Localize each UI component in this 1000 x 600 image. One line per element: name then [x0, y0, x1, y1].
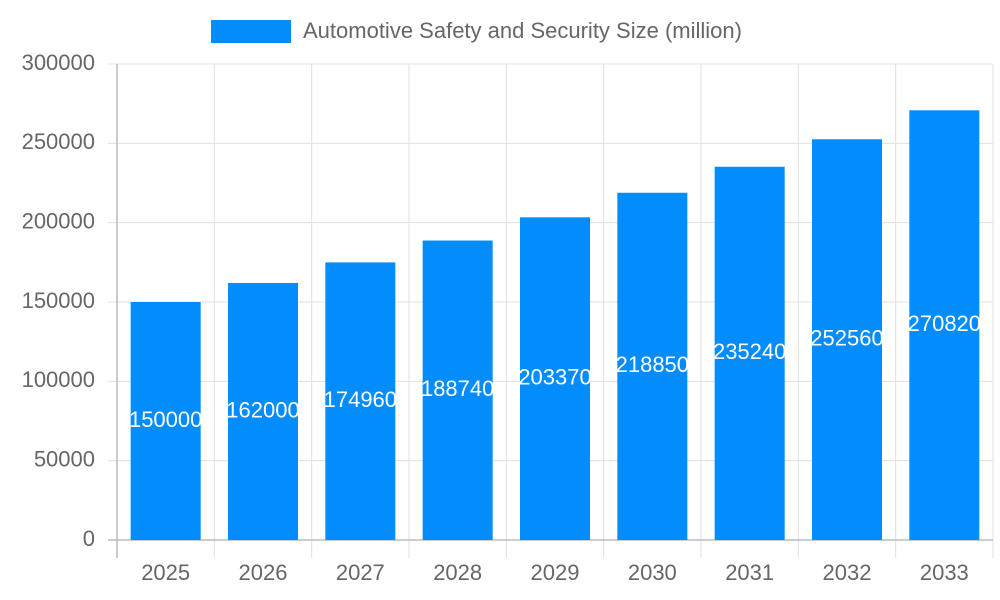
data-label: 203370: [518, 364, 591, 389]
bar: [909, 110, 980, 540]
x-tick-label: 2032: [823, 560, 872, 585]
bar: [228, 282, 298, 540]
bar: [325, 262, 396, 540]
bar: [130, 302, 201, 540]
y-tick-label: 250000: [22, 129, 95, 154]
legend-swatch: [211, 20, 291, 43]
data-label: 162000: [226, 397, 299, 422]
x-tick-label: 2025: [141, 560, 190, 585]
x-tick-label: 2033: [920, 560, 969, 585]
data-label: 252560: [810, 325, 883, 350]
data-label: 218850: [616, 352, 689, 377]
data-label: 150000: [129, 407, 202, 432]
bar: [520, 217, 590, 541]
legend-label: Automotive Safety and Security Size (mil…: [303, 18, 742, 43]
y-tick-label: 150000: [22, 288, 95, 313]
x-tick-label: 2031: [725, 560, 774, 585]
bar: [617, 192, 688, 540]
y-tick-label: 50000: [34, 446, 95, 471]
x-tick-label: 2028: [433, 560, 482, 585]
y-tick-label: 200000: [22, 208, 95, 233]
bar: [714, 166, 785, 540]
data-label: 270820: [908, 311, 981, 336]
y-tick-label: 100000: [22, 367, 95, 392]
x-tick-label: 2030: [628, 560, 677, 585]
data-label: 188740: [421, 376, 494, 401]
bar: [812, 139, 882, 540]
x-tick-label: 2026: [239, 560, 288, 585]
x-tick-label: 2029: [531, 560, 580, 585]
x-tick-label: 2027: [336, 560, 385, 585]
bar: [422, 240, 493, 540]
y-tick-label: 300000: [22, 50, 95, 75]
data-label: 235240: [713, 339, 786, 364]
y-tick-label: 0: [83, 526, 95, 551]
data-label: 174960: [324, 387, 397, 412]
